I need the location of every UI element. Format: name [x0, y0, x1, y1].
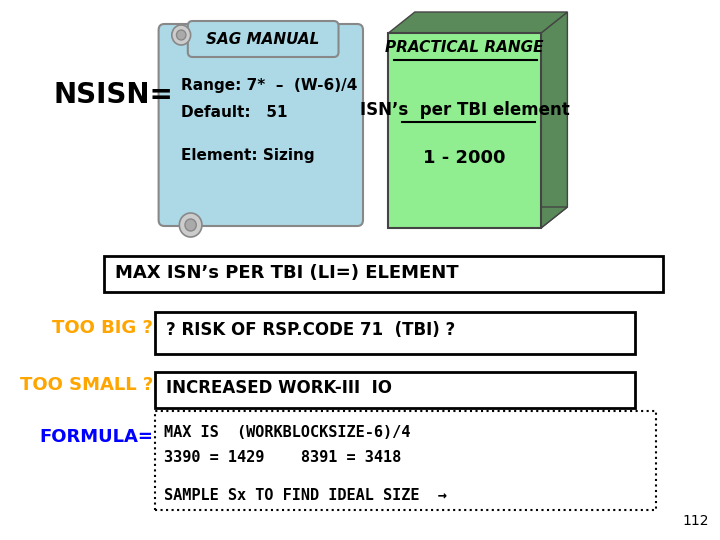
Text: MAX IS  (WORKBLOCKSIZE-6)/4: MAX IS (WORKBLOCKSIZE-6)/4 — [164, 425, 410, 440]
Circle shape — [172, 25, 191, 45]
Circle shape — [176, 30, 186, 40]
Text: Range: 7*  –  (W-6)/4: Range: 7* – (W-6)/4 — [181, 78, 358, 93]
Text: TOO BIG ?: TOO BIG ? — [52, 319, 153, 337]
FancyBboxPatch shape — [155, 411, 656, 510]
Text: SAG MANUAL: SAG MANUAL — [207, 32, 320, 48]
FancyBboxPatch shape — [155, 372, 635, 408]
Text: INCREASED WORK-III  IO: INCREASED WORK-III IO — [166, 379, 392, 397]
Text: MAX ISN’s PER TBI (LI=) ELEMENT: MAX ISN’s PER TBI (LI=) ELEMENT — [115, 264, 459, 282]
Text: ISN’s  per TBI element: ISN’s per TBI element — [360, 101, 570, 119]
Text: Default:   51: Default: 51 — [181, 105, 288, 120]
Text: ? RISK OF RSP.CODE 71  (TBI) ?: ? RISK OF RSP.CODE 71 (TBI) ? — [166, 321, 455, 339]
Text: 112: 112 — [682, 514, 708, 528]
Polygon shape — [388, 12, 567, 33]
Circle shape — [179, 213, 202, 237]
Text: 1 - 2000: 1 - 2000 — [423, 149, 506, 167]
Text: Element: Sizing: Element: Sizing — [181, 148, 315, 163]
Polygon shape — [388, 33, 541, 228]
Text: NSISN=: NSISN= — [53, 81, 173, 109]
Circle shape — [185, 219, 197, 231]
Text: PRACTICAL RANGE: PRACTICAL RANGE — [385, 39, 544, 55]
FancyBboxPatch shape — [188, 21, 338, 57]
Text: 3390 = 1429    8391 = 3418: 3390 = 1429 8391 = 3418 — [164, 450, 402, 465]
Polygon shape — [541, 12, 567, 228]
FancyBboxPatch shape — [158, 24, 363, 226]
Text: SAMPLE Sx TO FIND IDEAL SIZE  →: SAMPLE Sx TO FIND IDEAL SIZE → — [164, 488, 447, 503]
Text: FORMULA=: FORMULA= — [39, 428, 153, 446]
FancyBboxPatch shape — [155, 312, 635, 354]
FancyBboxPatch shape — [104, 256, 664, 292]
Polygon shape — [388, 207, 567, 228]
Text: TOO SMALL ?: TOO SMALL ? — [19, 376, 153, 394]
